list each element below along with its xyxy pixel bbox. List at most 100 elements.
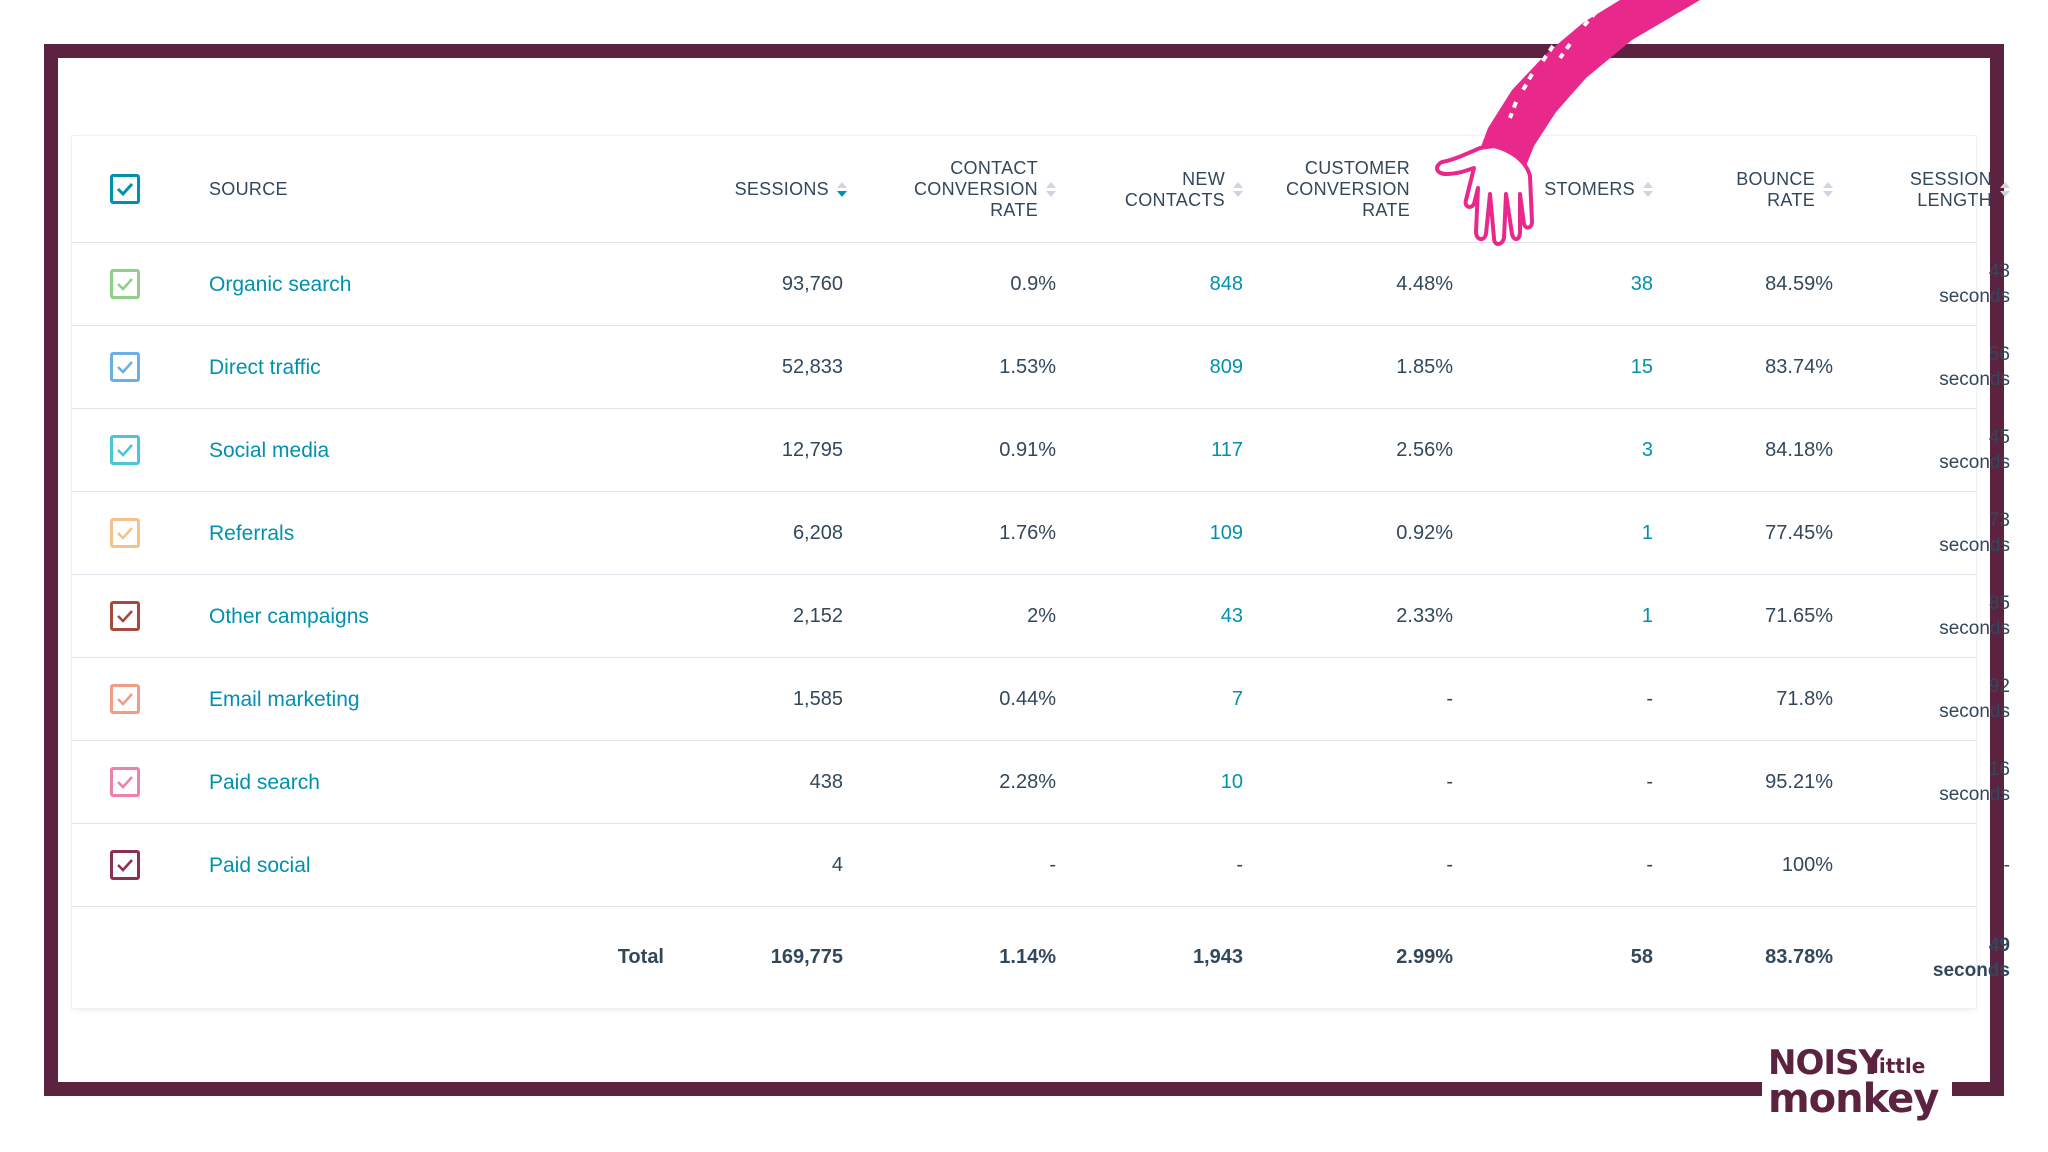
cell-customers: - bbox=[1646, 687, 1653, 710]
cell-sessions: 2,152 bbox=[792, 604, 843, 627]
cell-bounce-rate: 71.8% bbox=[1776, 687, 1833, 710]
cell-customers[interactable]: 1 bbox=[1641, 521, 1653, 544]
col-header-sessions[interactable]: SESSIONS bbox=[672, 136, 847, 243]
cell-customer-conversion-rate: 4.48% bbox=[1396, 272, 1453, 295]
cell-customers: - bbox=[1646, 853, 1653, 876]
cell-contact-conversion-rate: 0.44% bbox=[999, 687, 1056, 710]
cell-contact-conversion-rate: 0.9% bbox=[1010, 272, 1056, 295]
cell-new-contacts[interactable]: 43 bbox=[1220, 604, 1243, 627]
table-row: Paid search 438 2.28% 10 - - 95.21% 16 seconds bbox=[72, 741, 2010, 824]
source-link[interactable]: Organic search bbox=[209, 272, 352, 296]
cell-contact-conversion-rate: 1.53% bbox=[999, 355, 1056, 378]
total-new-contacts: 1,943 bbox=[1192, 946, 1243, 968]
cell-customer-conversion-rate: - bbox=[1446, 770, 1453, 793]
table-row: Other campaigns 2,152 2% 43 2.33% 1 71.65% 85 s… bbox=[72, 575, 2010, 658]
row-checkbox[interactable] bbox=[110, 601, 140, 631]
cell-new-contacts[interactable]: 10 bbox=[1220, 770, 1243, 793]
source-link[interactable]: Direct traffic bbox=[209, 355, 321, 379]
cell-session-length: 43 seconds bbox=[1939, 261, 2010, 307]
check-icon bbox=[117, 859, 133, 872]
col-header-contact-conversion-rate[interactable]: CONTACT CONVERSION RATE bbox=[872, 136, 1056, 243]
cell-bounce-rate: 83.74% bbox=[1765, 355, 1833, 378]
cell-customers[interactable]: 3 bbox=[1641, 438, 1653, 461]
table-row: Paid social 4 - - - - 100% - bbox=[72, 824, 2010, 907]
cell-new-contacts[interactable]: 848 bbox=[1209, 272, 1243, 295]
total-bounce-rate: 83.78% bbox=[1765, 946, 1833, 968]
cell-customers[interactable]: 38 bbox=[1630, 272, 1653, 295]
cell-customer-conversion-rate: 0.92% bbox=[1396, 521, 1453, 544]
cell-customers[interactable]: 1 bbox=[1641, 604, 1653, 627]
total-sessions: 169,775 bbox=[770, 946, 843, 968]
cell-customer-conversion-rate: 1.85% bbox=[1396, 355, 1453, 378]
row-checkbox[interactable] bbox=[110, 435, 140, 465]
analytics-table: SOURCE SESSIONS CONTACT CONVERSION RATE … bbox=[72, 136, 2010, 1008]
cell-customer-conversion-rate: 2.33% bbox=[1396, 604, 1453, 627]
cell-session-length: 85 seconds bbox=[1939, 593, 2010, 639]
cell-sessions: 52,833 bbox=[781, 355, 843, 378]
cell-bounce-rate: 71.65% bbox=[1765, 604, 1833, 627]
sort-icon bbox=[1643, 182, 1653, 197]
table-row: Direct traffic 52,833 1.53% 809 1.85% 15 83.74… bbox=[72, 326, 2010, 409]
cell-new-contacts[interactable]: 117 bbox=[1211, 438, 1243, 461]
cell-customer-conversion-rate: 2.56% bbox=[1396, 438, 1453, 461]
cell-new-contacts[interactable]: 7 bbox=[1231, 687, 1243, 710]
cell-contact-conversion-rate: 0.91% bbox=[999, 438, 1056, 461]
sort-icon bbox=[1046, 182, 1056, 197]
sort-icon bbox=[2000, 182, 2010, 197]
col-header-bounce-rate[interactable]: BOUNCE RATE bbox=[1652, 136, 1833, 243]
row-checkbox[interactable] bbox=[110, 352, 140, 382]
source-link[interactable]: Referrals bbox=[209, 521, 295, 545]
total-customer-rate: 2.99% bbox=[1396, 946, 1453, 968]
cell-session-length: 45 seconds bbox=[1939, 427, 2010, 473]
total-customers: 58 bbox=[1630, 946, 1653, 968]
noisy-little-monkey-logo: NOISY little monkey bbox=[1762, 1040, 1952, 1122]
cell-contact-conversion-rate: 1.76% bbox=[999, 521, 1056, 544]
cell-customers[interactable]: 15 bbox=[1630, 355, 1653, 378]
table-row: Referrals 6,208 1.76% 109 0.92% 1 77.45% 73 sec… bbox=[72, 492, 2010, 575]
table-row: Organic search 93,760 0.9% 848 4.48% 38 84.59%… bbox=[72, 243, 2010, 326]
col-header-new-contacts[interactable]: NEW CONTACTS bbox=[1072, 136, 1243, 243]
source-link[interactable]: Other campaigns bbox=[209, 604, 369, 628]
total-label: Total bbox=[617, 946, 664, 968]
col-header-session-length[interactable]: SESSION LENGTH bbox=[1832, 136, 2010, 243]
select-all-checkbox[interactable] bbox=[110, 174, 140, 204]
cell-contact-conversion-rate: 2.28% bbox=[999, 770, 1056, 793]
cell-new-contacts[interactable]: 109 bbox=[1209, 521, 1243, 544]
cell-new-contacts[interactable]: 809 bbox=[1209, 355, 1243, 378]
total-row: Total 169,775 1.14% 1,943 2.99% 58 83.78… bbox=[72, 907, 2010, 1008]
source-link[interactable]: Social media bbox=[209, 438, 330, 462]
row-checkbox[interactable] bbox=[110, 767, 140, 797]
cell-bounce-rate: 95.21% bbox=[1765, 770, 1833, 793]
cell-bounce-rate: 84.18% bbox=[1765, 438, 1833, 461]
col-header-customers[interactable]: STOMERS bbox=[1472, 136, 1653, 243]
col-header-customer-conversion-rate[interactable]: CUSTOMER CONVERSION RATE bbox=[1285, 158, 1410, 220]
sort-desc-icon bbox=[837, 182, 847, 197]
row-checkbox[interactable] bbox=[110, 684, 140, 714]
check-icon bbox=[117, 693, 133, 706]
source-link[interactable]: Paid social bbox=[209, 853, 311, 877]
row-checkbox[interactable] bbox=[110, 269, 140, 299]
cell-sessions: 1,585 bbox=[792, 687, 843, 710]
source-link[interactable]: Paid search bbox=[209, 770, 320, 794]
cell-sessions: 4 bbox=[831, 853, 843, 876]
check-icon bbox=[117, 527, 133, 540]
row-checkbox[interactable] bbox=[110, 850, 140, 880]
sort-icon bbox=[1233, 182, 1243, 197]
cell-customer-conversion-rate: - bbox=[1446, 853, 1453, 876]
cell-session-length: - bbox=[2003, 854, 2010, 876]
row-checkbox[interactable] bbox=[110, 518, 140, 548]
cell-session-length: 92 seconds bbox=[1939, 676, 2010, 722]
check-icon bbox=[117, 278, 133, 291]
cell-session-length: 16 seconds bbox=[1939, 759, 2010, 805]
cell-bounce-rate: 100% bbox=[1781, 853, 1833, 876]
cell-customers: - bbox=[1646, 770, 1653, 793]
source-link[interactable]: Email marketing bbox=[209, 687, 360, 711]
col-header-source[interactable]: SOURCE bbox=[209, 179, 288, 199]
cell-sessions: 6,208 bbox=[792, 521, 843, 544]
total-contact-rate: 1.14% bbox=[999, 946, 1056, 968]
table-row: Email marketing 1,585 0.44% 7 - - 71.8% 92 seco… bbox=[72, 658, 2010, 741]
cell-bounce-rate: 77.45% bbox=[1765, 521, 1833, 544]
total-session-length: 49 seconds bbox=[1932, 934, 2010, 981]
table-header: SOURCE SESSIONS CONTACT CONVERSION RATE … bbox=[72, 136, 2010, 243]
check-icon bbox=[117, 444, 133, 457]
